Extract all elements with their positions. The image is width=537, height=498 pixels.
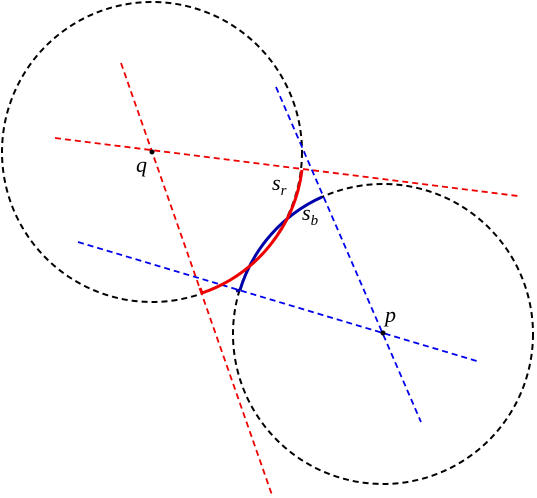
circle-p: [232, 183, 534, 485]
label-base: s: [302, 200, 311, 225]
red-line: [120, 62, 273, 496]
blue-line: [275, 86, 422, 423]
red-arc: [201, 169, 304, 295]
blue-arc: [238, 195, 323, 291]
point-q: [149, 149, 155, 155]
label-base: s: [272, 170, 281, 195]
label-sub: b: [311, 213, 319, 229]
red-arc-end: [198, 287, 204, 294]
blue-line: [77, 241, 481, 363]
red-line: [54, 137, 519, 197]
label-sub: r: [281, 183, 287, 199]
label-p: p: [383, 302, 396, 327]
label-s-r: sr: [272, 170, 287, 199]
label-s-b: sb: [302, 200, 319, 229]
circle-q: [1, 1, 303, 303]
label-q: q: [136, 152, 147, 177]
point-p: [380, 330, 386, 336]
blue-arc-end: [235, 288, 241, 293]
